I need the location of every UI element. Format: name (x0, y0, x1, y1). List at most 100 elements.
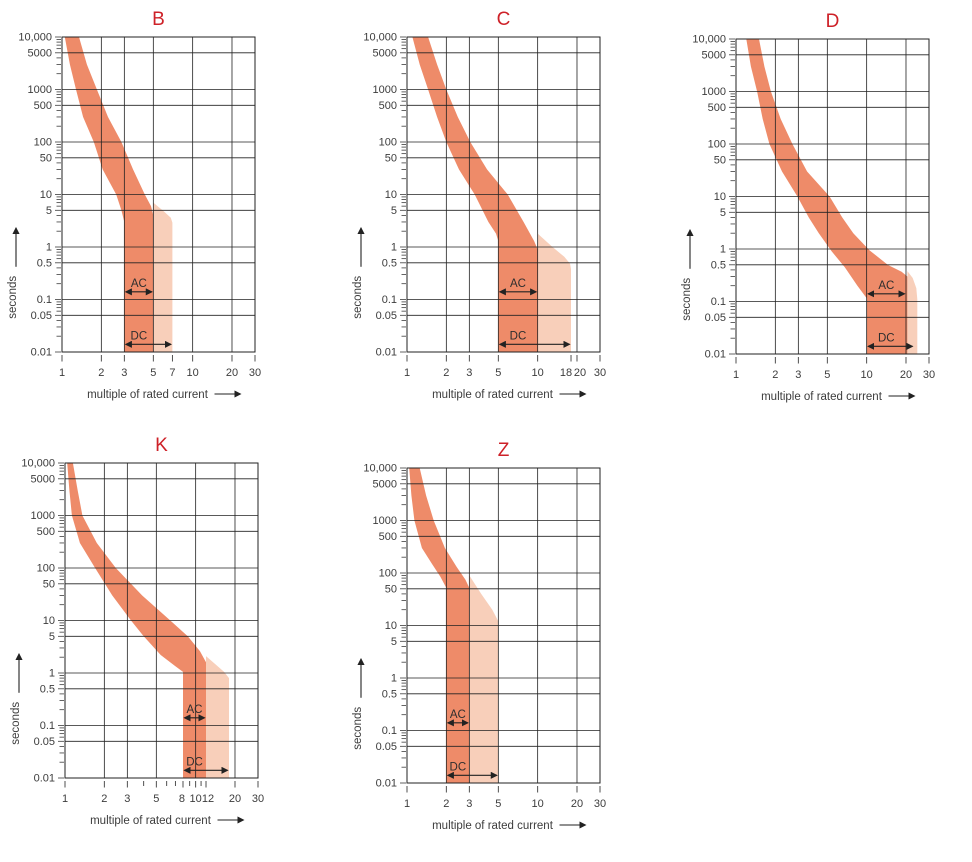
svg-text:DC: DC (131, 330, 148, 342)
svg-text:50: 50 (43, 578, 55, 590)
svg-text:3: 3 (795, 369, 801, 381)
svg-text:2: 2 (443, 367, 449, 379)
x-axis-ticks (406, 786, 601, 793)
svg-text:seconds: seconds (352, 276, 364, 319)
svg-text:0.01: 0.01 (34, 773, 55, 785)
y-axis-labels: 10,000 5000 1000 500 100 50 10 5 1 0.5 0.1 0.05 0.01 (363, 32, 397, 359)
band-light-dc (206, 656, 229, 778)
x-axis-title: multiple of rated current (87, 389, 242, 401)
svg-text:10,000: 10,000 (692, 34, 726, 46)
svg-text:multiple of rated current: multiple of rated current (432, 389, 554, 401)
svg-text:seconds: seconds (681, 278, 693, 321)
svg-text:2: 2 (443, 798, 449, 810)
svg-text:50: 50 (385, 583, 397, 595)
band-dark-ac (409, 468, 470, 783)
svg-text:AC: AC (131, 278, 147, 290)
svg-text:0.05: 0.05 (376, 310, 397, 322)
svg-text:1: 1 (404, 798, 410, 810)
svg-text:30: 30 (249, 367, 261, 379)
svg-text:10: 10 (385, 620, 397, 632)
plot-border (406, 36, 601, 353)
svg-text:500: 500 (379, 100, 397, 112)
x-axis-labels: 1 2 3 5 7 10 20 30 (59, 367, 261, 379)
x-axis-labels: 1 2 3 5 10 20 30 (733, 369, 935, 381)
svg-text:0.1: 0.1 (711, 296, 726, 308)
svg-text:1000: 1000 (702, 86, 726, 98)
svg-text:0.01: 0.01 (376, 778, 397, 790)
svg-text:1000: 1000 (373, 515, 397, 527)
svg-text:2: 2 (772, 369, 778, 381)
band-dark-ac (64, 37, 154, 352)
y-axis-ticks (400, 36, 406, 353)
x-axis-ticks (64, 781, 259, 788)
svg-text:0.1: 0.1 (382, 294, 397, 306)
plot-border (735, 38, 930, 355)
y-axis-ticks (58, 462, 64, 779)
svg-text:1: 1 (720, 244, 726, 256)
svg-text:seconds: seconds (7, 276, 19, 319)
svg-text:AC: AC (187, 704, 203, 716)
svg-text:0.5: 0.5 (40, 683, 55, 695)
svg-text:0.01: 0.01 (705, 349, 726, 361)
dc-range: DC (446, 761, 498, 779)
y-axis-labels: 10,000 5000 1000 500 100 50 10 5 1 0.5 0.1 0.05 0.01 (18, 32, 52, 359)
y-axis-ticks (55, 36, 61, 353)
dc-range: DC (183, 756, 229, 774)
svg-text:1000: 1000 (31, 510, 55, 522)
svg-text:5: 5 (391, 205, 397, 217)
band-light-dc (153, 202, 173, 352)
svg-text:1000: 1000 (373, 84, 397, 96)
trip-bands (64, 37, 173, 352)
svg-text:AC: AC (878, 280, 894, 292)
x-axis-ticks (735, 357, 930, 364)
svg-text:seconds: seconds (352, 707, 364, 750)
trip-curve-chart-Z: Z 10,000 5000 1000 500 100 50 10 5 1 0.5 0.1 0.05 0.… (352, 438, 624, 838)
svg-text:0.05: 0.05 (376, 741, 397, 753)
svg-text:100: 100 (708, 139, 726, 151)
svg-text:5000: 5000 (373, 47, 397, 59)
svg-text:10: 10 (190, 793, 202, 805)
plot-border (64, 462, 259, 779)
svg-text:DC: DC (510, 330, 527, 342)
svg-text:3: 3 (124, 793, 130, 805)
band-light-dc (469, 575, 499, 783)
svg-text:0.05: 0.05 (34, 736, 55, 748)
svg-text:10: 10 (861, 369, 873, 381)
y-axis-ticks (729, 38, 735, 355)
svg-text:12: 12 (202, 793, 214, 805)
svg-text:0.01: 0.01 (376, 347, 397, 359)
svg-text:DC: DC (450, 761, 467, 773)
svg-text:10: 10 (532, 798, 544, 810)
ac-range: AC (867, 280, 906, 298)
gridlines (407, 467, 600, 784)
svg-text:1: 1 (62, 793, 68, 805)
chart-svg-K: 10,000 5000 1000 500 100 50 10 5 1 0.5 0.1 0.05 0.01… (10, 458, 264, 828)
svg-text:10: 10 (40, 189, 52, 201)
svg-text:2: 2 (101, 793, 107, 805)
svg-text:500: 500 (379, 531, 397, 543)
y-axis-title: seconds (7, 226, 20, 319)
svg-text:3: 3 (121, 367, 127, 379)
trip-curve-chart-D: D 10,000 5000 1000 500 100 50 10 5 1 0.5 0.1 0.05 0.… (681, 9, 953, 409)
svg-text:0.1: 0.1 (382, 725, 397, 737)
svg-text:0.05: 0.05 (31, 310, 52, 322)
trip-bands (409, 468, 499, 783)
svg-text:2: 2 (98, 367, 104, 379)
band-light-dc (907, 271, 918, 354)
svg-text:10: 10 (187, 367, 199, 379)
svg-text:5: 5 (495, 798, 501, 810)
svg-text:20: 20 (574, 367, 586, 379)
svg-text:multiple of rated current: multiple of rated current (87, 389, 209, 401)
x-axis-title: multiple of rated current (432, 389, 587, 401)
svg-text:20: 20 (571, 798, 583, 810)
svg-text:multiple of rated current: multiple of rated current (90, 815, 212, 827)
y-axis-labels: 10,000 5000 1000 500 100 50 10 5 1 0.5 0.1 0.05 0.01 (363, 463, 397, 790)
svg-text:5: 5 (49, 631, 55, 643)
y-axis-title: seconds (10, 652, 23, 745)
svg-text:10: 10 (714, 191, 726, 203)
svg-text:10,000: 10,000 (363, 463, 397, 475)
svg-text:multiple of rated current: multiple of rated current (761, 391, 883, 403)
gridlines (62, 36, 255, 353)
svg-text:5: 5 (153, 793, 159, 805)
svg-text:0.5: 0.5 (711, 259, 726, 271)
